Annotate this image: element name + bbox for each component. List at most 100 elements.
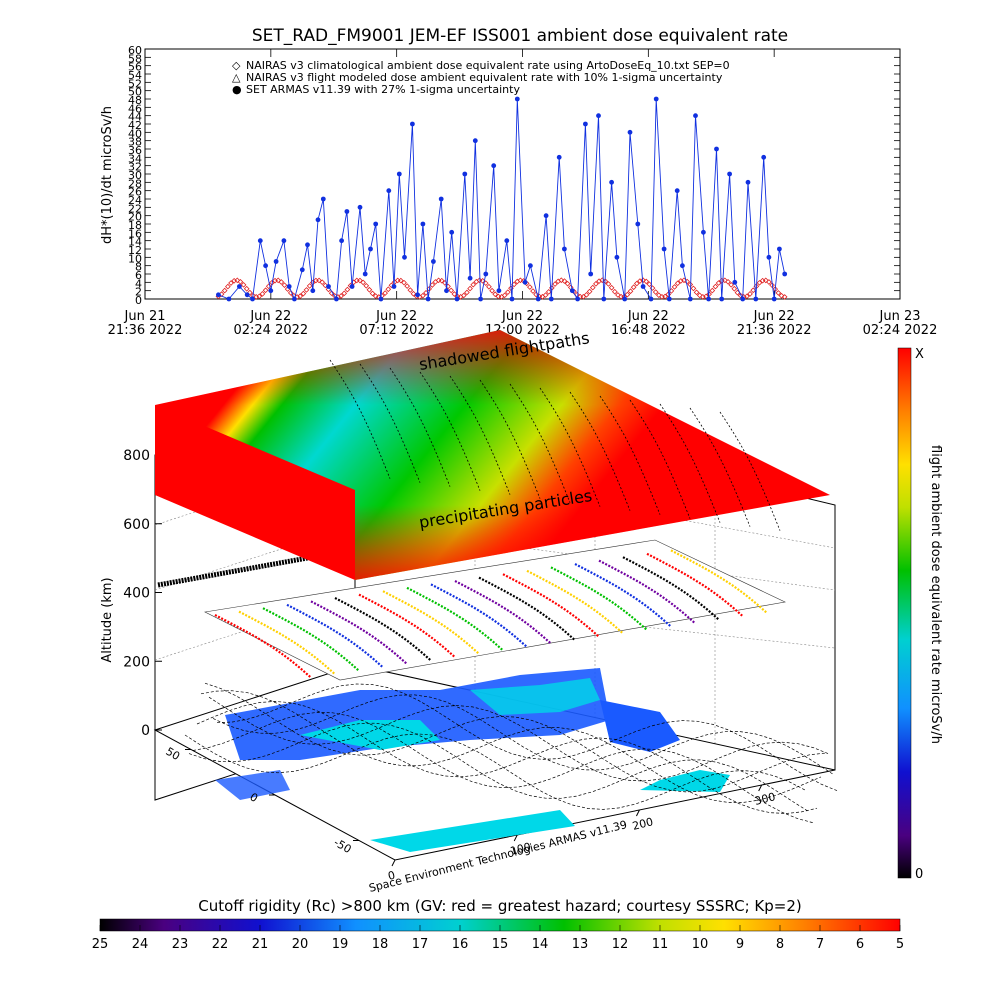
cutoff-tick-labels: 25 24 23 22 21 20 19 18 17 16 15 14 13 12 11 10 9 8 7 6 5: [92, 925, 904, 952]
measured-point: [402, 254, 407, 260]
lat-tick-label: 50: [164, 745, 183, 763]
y-tick-label: 22: [128, 202, 142, 215]
y-tick-label: 10: [128, 252, 142, 265]
cutoff-tick-label: 19: [332, 937, 349, 952]
model-point: [394, 277, 401, 284]
measured-point: [420, 221, 426, 227]
orbit-track: [430, 583, 528, 648]
y-tick-label: 12: [128, 244, 142, 257]
y-tick-label: 26: [128, 186, 142, 199]
ground-tracks: [184, 682, 838, 824]
model-point: [338, 293, 344, 299]
lon-tick-mark: [635, 809, 640, 817]
model-point: [674, 280, 681, 287]
orbit-track: [382, 590, 480, 655]
z-tick-label: 400: [123, 586, 150, 602]
model-point: [715, 280, 722, 286]
x-tick-label-day: Jun 22: [249, 309, 291, 324]
z-tick-label: 200: [123, 654, 150, 670]
cutoff-tick-label: 13: [572, 937, 589, 952]
measured-point: [467, 275, 473, 281]
orbit-track: [574, 563, 672, 627]
measured-point: [588, 271, 594, 277]
measured-point: [438, 196, 444, 202]
measured-point: [483, 271, 489, 277]
cutoff-tick-label: 9: [736, 937, 744, 952]
model-point: [652, 289, 659, 295]
legend-entry: NAIRAS v3 climatological ambient dose eq…: [246, 59, 730, 72]
measured-point: [478, 296, 483, 302]
measured-point: [575, 296, 580, 302]
model-point: [300, 290, 307, 297]
y-tick-label: 56: [128, 61, 142, 74]
model-point: [561, 278, 568, 284]
model-point: [659, 293, 665, 300]
orbit-track: [526, 569, 624, 634]
y-axis-title: dH*(10)/dt microSv/h: [100, 106, 115, 244]
orbit-track: [262, 607, 360, 672]
measured-point: [320, 196, 326, 202]
model-point: [306, 283, 313, 289]
legend-entry: NAIRAS v3 flight modeled dose ambient eq…: [246, 71, 723, 84]
measured-point: [706, 296, 711, 302]
model-point: [420, 292, 426, 299]
measured-point: [504, 238, 510, 244]
model-point: [259, 291, 266, 297]
cutoff-tick-label: 6: [856, 937, 864, 952]
orbit-track: [646, 552, 744, 617]
measured-point: [661, 246, 667, 252]
orbit-track: [358, 593, 456, 658]
x-tick-label-time: 07:12 2022: [359, 323, 434, 338]
model-point: [410, 290, 417, 297]
measured-point: [548, 296, 554, 302]
orbit-tracks: [214, 549, 768, 678]
y-tick-label: 40: [128, 127, 142, 140]
measured-point: [719, 296, 725, 302]
measured-point: [627, 129, 633, 135]
model-point: [602, 278, 609, 285]
model-point: [363, 282, 370, 289]
measured-point: [472, 138, 478, 144]
measured-point: [653, 96, 659, 102]
cutoff-tick-label: 5: [896, 937, 904, 952]
lon-tick-label: 300: [753, 790, 777, 808]
model-point: [756, 279, 763, 286]
model-point: [744, 293, 750, 300]
y-tick-label: 54: [128, 69, 142, 82]
cutoff-tick-label: 25: [92, 937, 109, 952]
y-tick-label: 28: [128, 177, 142, 190]
model-point: [655, 292, 662, 299]
measured-point: [226, 296, 232, 302]
measured-point: [349, 284, 355, 289]
model-point: [687, 281, 694, 288]
model-point: [564, 280, 571, 287]
x-tick-label-time: 21:36 2022: [737, 323, 812, 338]
model-point: [366, 286, 373, 293]
legend-entry: SET ARMAS v11.39 with 27% 1-sigma uncert…: [246, 83, 520, 96]
measured-point: [496, 288, 502, 294]
model-point: [725, 278, 731, 285]
model-point: [759, 277, 766, 284]
orbit-track: [334, 597, 432, 661]
measured-point: [368, 246, 373, 252]
model-point: [221, 287, 228, 294]
lon-tick-mark: [513, 834, 518, 842]
orbit-track: [598, 559, 696, 624]
model-point: [448, 287, 455, 294]
measured-point: [596, 113, 601, 119]
model-point: [401, 279, 407, 286]
model-point: [398, 277, 404, 284]
y-tick-label: 48: [128, 94, 142, 107]
model-point: [750, 287, 757, 294]
lat-tick-label: -50: [332, 836, 354, 856]
measured-point: [777, 246, 782, 252]
model-point: [709, 287, 716, 294]
model-point: [530, 288, 536, 294]
colorbar-title: flight ambient dose equivalent rate micr…: [928, 445, 943, 744]
armas-measured-series: [216, 96, 788, 302]
measured-point: [250, 296, 255, 302]
model-point: [369, 290, 376, 297]
measured-point: [732, 279, 738, 285]
ground-track: [188, 722, 810, 813]
chart-title: SET_RAD_FM9001 JEM-EF ISS001 ambient dos…: [252, 26, 788, 46]
